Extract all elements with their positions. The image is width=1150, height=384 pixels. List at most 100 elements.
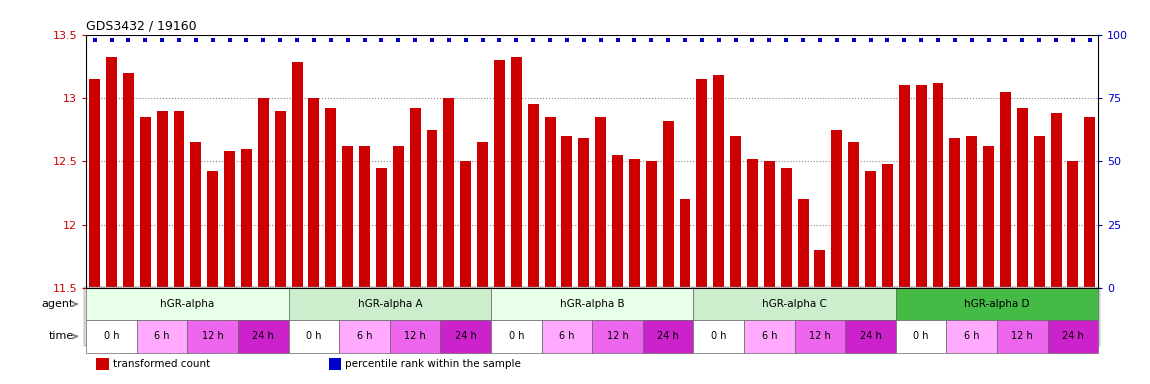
Bar [933,83,943,288]
Point [373,36,391,43]
Point [221,36,239,43]
Point [1030,36,1049,43]
Bar [946,320,997,353]
Point [558,36,576,43]
Point [760,36,779,43]
Bar [339,320,390,353]
Text: agent: agent [41,299,74,309]
Point [237,36,255,43]
Point [777,36,796,43]
Bar [1051,113,1061,288]
Point [676,36,695,43]
Point [811,36,829,43]
Bar [983,146,994,288]
Bar [744,320,795,353]
Bar [393,146,404,288]
Point [743,36,761,43]
Bar [359,146,370,288]
Point [524,36,543,43]
Point [170,36,189,43]
Bar [258,98,269,288]
Text: 6 h: 6 h [559,331,575,341]
Bar [292,63,302,288]
Point [406,36,424,43]
Bar [997,320,1048,353]
Point [136,36,154,43]
Text: 12 h: 12 h [810,331,830,341]
Point [608,36,627,43]
Point [439,36,458,43]
Point [980,36,998,43]
Text: 0 h: 0 h [711,331,727,341]
Text: hGR-alpha A: hGR-alpha A [358,299,422,309]
Point [457,36,475,43]
Bar [899,85,910,288]
Bar [491,320,542,353]
Bar [1034,136,1044,288]
Bar [494,60,505,288]
Bar [140,117,151,288]
Point [727,36,745,43]
Bar [748,159,758,288]
Text: 6 h: 6 h [356,331,373,341]
Bar [511,57,522,288]
Bar [542,320,592,353]
Point [271,36,290,43]
Text: 12 h: 12 h [1012,331,1033,341]
Point [389,36,407,43]
Text: 12 h: 12 h [405,331,426,341]
Point [861,36,880,43]
Bar [491,288,693,320]
Bar [596,117,606,288]
Bar [97,358,108,371]
Bar [187,320,238,353]
Bar [795,320,845,353]
Bar [896,288,1098,320]
Point [793,36,812,43]
Text: 6 h: 6 h [761,331,777,341]
Point [355,36,374,43]
Bar [662,121,674,288]
Point [1046,36,1065,43]
Text: GDS3432 / 19160: GDS3432 / 19160 [86,19,197,32]
Point [305,36,323,43]
Bar [224,151,235,288]
Point [1064,36,1082,43]
Bar [646,161,657,288]
Point [254,36,273,43]
Bar [578,139,589,288]
Point [490,36,508,43]
Bar [343,146,353,288]
Point [423,36,442,43]
Point [507,36,526,43]
Text: 0 h: 0 h [508,331,524,341]
Point [322,36,340,43]
Bar [915,85,927,288]
Bar [325,108,336,288]
Text: 24 h: 24 h [658,331,678,341]
Bar [865,171,876,288]
Point [895,36,913,43]
Bar [896,320,946,353]
Text: transformed count: transformed count [113,359,209,369]
Bar [289,320,339,353]
Bar [238,320,289,353]
Bar [849,142,859,288]
Bar [814,250,826,288]
Bar [156,111,168,288]
Bar [460,161,471,288]
Bar [427,130,437,288]
Bar [612,155,623,288]
Point [204,36,222,43]
Point [1081,36,1099,43]
Bar [545,117,555,288]
Point [710,36,728,43]
Bar [592,320,643,353]
Bar [477,142,488,288]
Bar [966,136,978,288]
Bar [831,130,842,288]
Bar [697,79,707,288]
Bar [1017,108,1028,288]
Text: hGR-alpha C: hGR-alpha C [762,299,827,309]
Bar [440,320,491,353]
